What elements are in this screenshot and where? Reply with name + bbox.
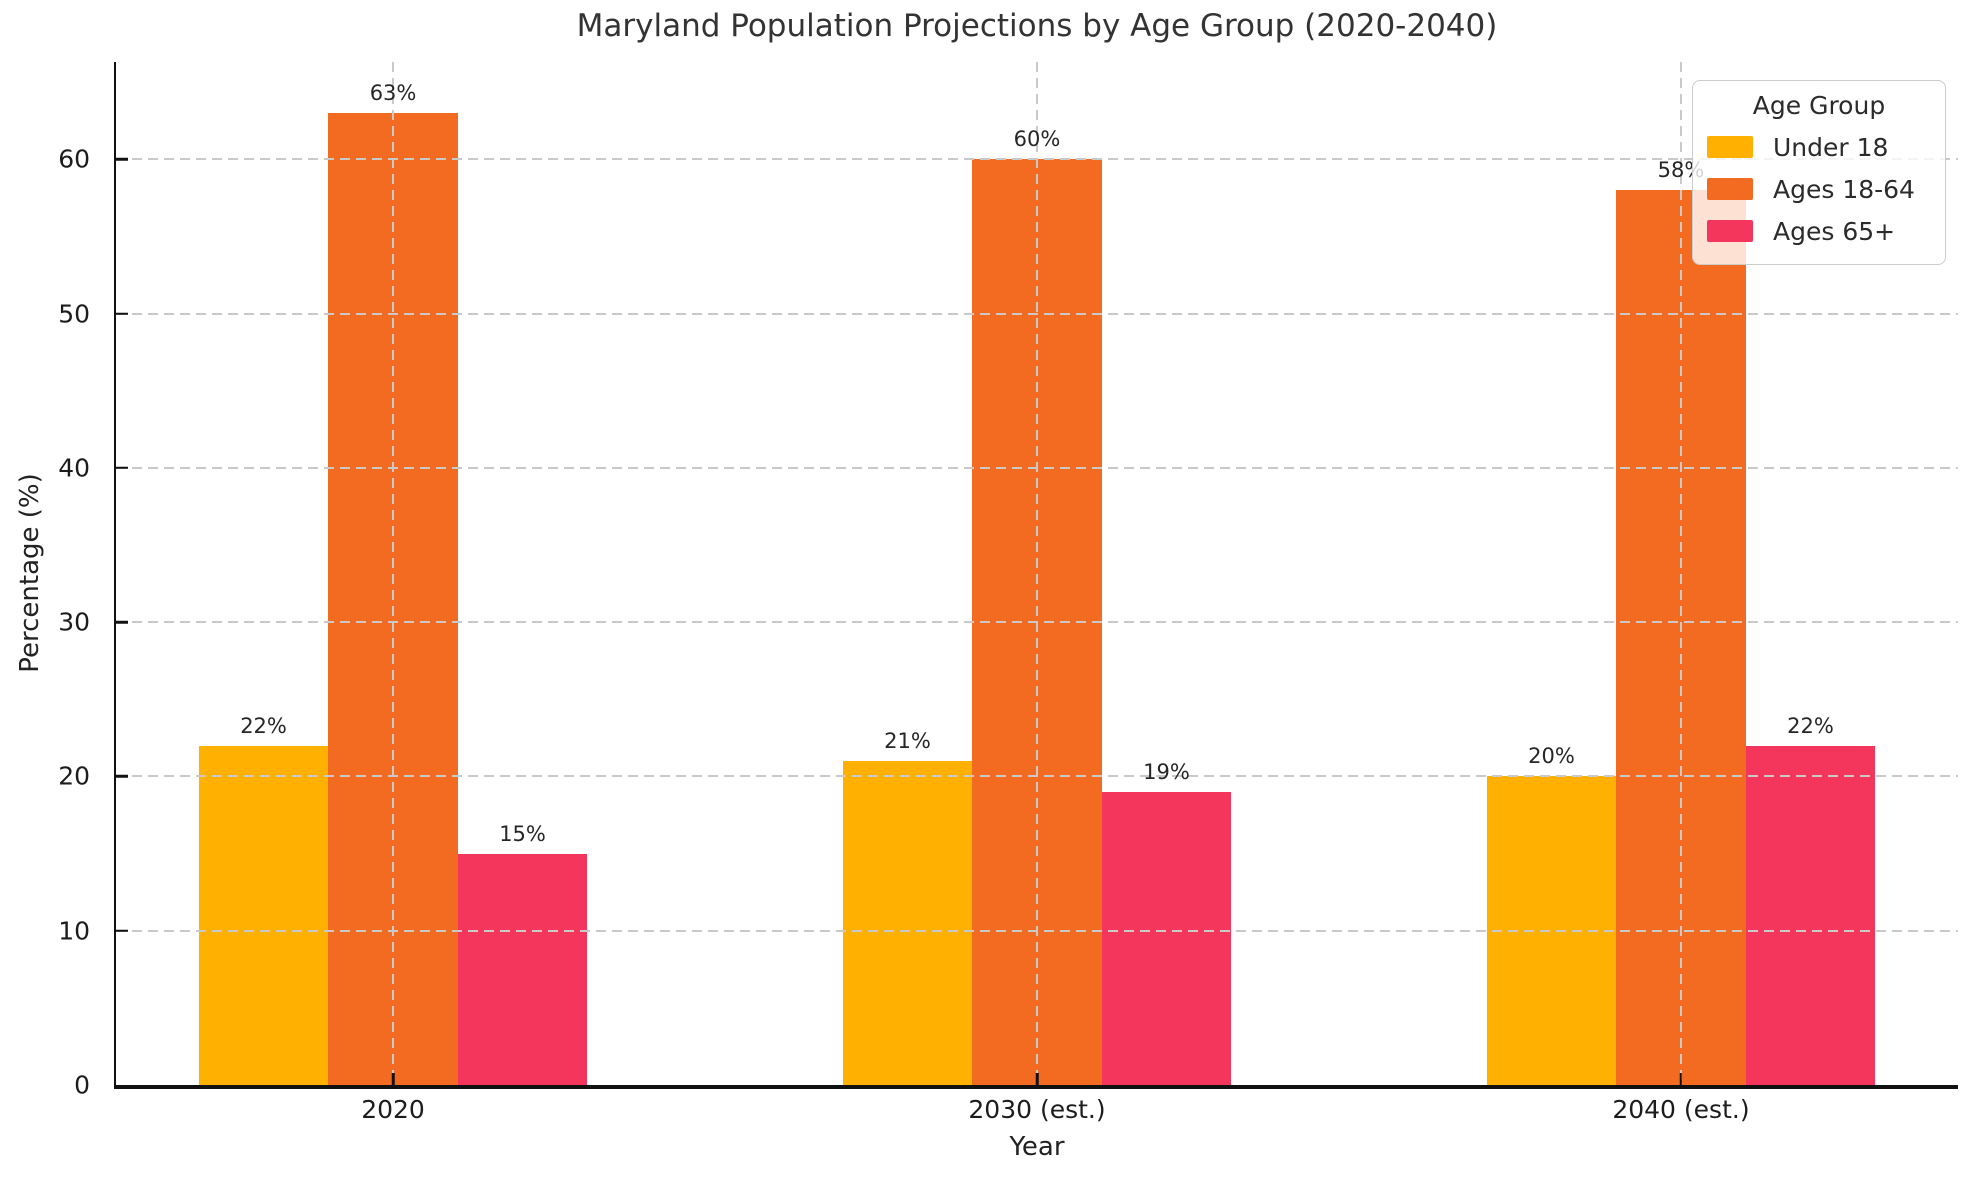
legend-label: Ages 65+ (1773, 216, 1896, 246)
bar (842, 760, 973, 1085)
y-tick-label-40: 40 (58, 453, 90, 483)
y-tick-mark-60 (116, 157, 128, 161)
y-tick-label-20: 20 (58, 761, 90, 791)
bar (1745, 745, 1876, 1085)
x-axis-label: Year (1009, 1132, 1065, 1162)
bar-value-label: 22% (240, 713, 287, 738)
legend-items: Under 18 Ages 18-64 Ages 65+ (1707, 126, 1931, 252)
bar-value-label: 22% (1787, 713, 1834, 738)
y-tick-mark-30 (116, 620, 128, 624)
y-tick-labels: 0 10 20 30 40 50 60 (0, 62, 104, 1098)
y-tick-label-60: 60 (58, 144, 90, 174)
gridline-v-2040 (est.) (1679, 62, 1682, 1085)
plot-area: 22% 63% 15% 21% 60% 19% 20% 58% 22% (113, 62, 1958, 1089)
bar-value-label: 20% (1528, 744, 1575, 769)
x-axis-spine (113, 1085, 1958, 1089)
legend-swatch-icon (1707, 136, 1753, 158)
y-tick-mark-20 (116, 775, 128, 778)
y-tick-label-0: 0 (74, 1070, 90, 1100)
y-axis-spine (113, 62, 116, 1089)
x-tick-label-2030 (est.): 2030 (est.) (968, 1095, 1106, 1124)
bar (457, 853, 588, 1085)
legend-item: Under 18 (1707, 126, 1931, 168)
bar (1101, 791, 1232, 1085)
bar-value-label: 21% (884, 728, 931, 753)
bar-value-label: 63% (369, 80, 417, 105)
y-tick-label-30: 30 (58, 607, 90, 637)
x-tick-label-2020: 2020 (361, 1095, 425, 1124)
gridline-v-2030 (est.) (1036, 62, 1038, 1085)
legend-swatch-icon (1707, 178, 1753, 200)
y-tick-label-10: 10 (58, 916, 90, 946)
y-axis-label: Percentage (%) (15, 473, 45, 673)
chart-title: Maryland Population Projections by Age G… (576, 8, 1498, 44)
bar-value-label: 60% (1013, 127, 1061, 152)
x-tick-mark-2030 (est.) (1035, 1073, 1039, 1085)
y-tick-mark-50 (116, 312, 128, 315)
bar-value-label: 15% (499, 821, 546, 846)
legend-item: Ages 18-64 (1707, 168, 1931, 210)
x-tick-mark-2040 (est.) (1679, 1073, 1683, 1085)
bar-value-label: 19% (1143, 759, 1190, 784)
y-tick-mark-40 (116, 466, 128, 470)
x-tick-label-2040 (est.): 2040 (est.) (1612, 1095, 1750, 1124)
y-tick-label-50: 50 (58, 299, 90, 328)
y-tick-mark-10 (116, 929, 128, 932)
x-tick-mark-2020 (391, 1073, 395, 1085)
legend-label: Ages 18-64 (1773, 174, 1915, 204)
legend-title: Age Group (1752, 91, 1886, 120)
legend: Age Group Under 18 Ages 18-64 Ages 65+ (1692, 80, 1946, 265)
legend-item: Ages 65+ (1707, 210, 1931, 252)
legend-label: Under 18 (1773, 132, 1889, 162)
gridline-v-2020 (392, 62, 395, 1085)
legend-swatch-icon (1707, 220, 1753, 242)
bar (198, 745, 329, 1085)
x-tick-labels: 2020 2030 (est.) 2040 (est.) (0, 1095, 1979, 1127)
